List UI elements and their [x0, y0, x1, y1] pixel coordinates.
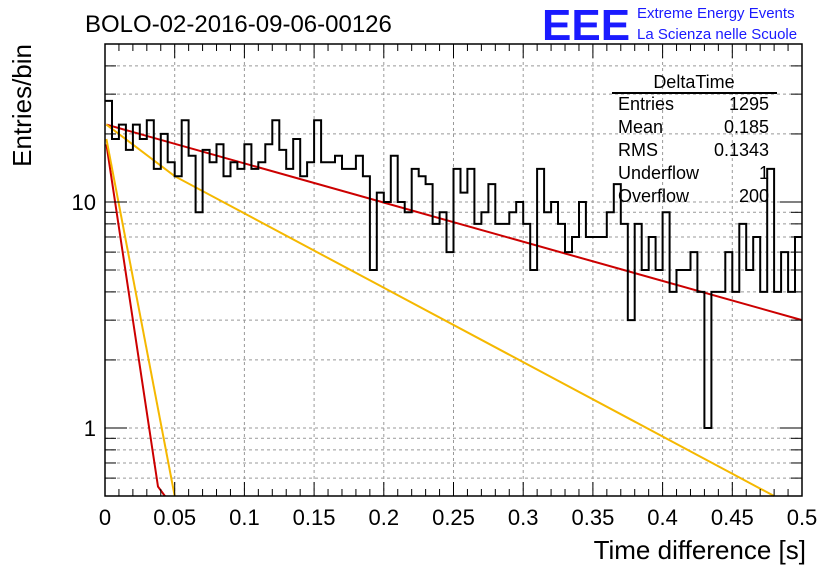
- x-tick-label: 0.1: [229, 505, 260, 530]
- x-tick-label: 0.3: [508, 505, 539, 530]
- stats-row-label: Overflow: [618, 186, 690, 206]
- x-tick-label: 0.5: [787, 505, 818, 530]
- x-tick-label: 0.35: [571, 505, 614, 530]
- x-axis-label: Time difference [s]: [594, 535, 806, 565]
- chart-title: BOLO-02-2016-09-06-00126: [85, 11, 392, 38]
- stats-row-value: 1295: [729, 94, 769, 114]
- x-tick-label: 0: [99, 505, 111, 530]
- logo-line2: La Scienza nelle Scuole: [637, 26, 797, 43]
- x-tick-label: 0.15: [293, 505, 336, 530]
- fit-curve: [105, 138, 176, 497]
- stats-row-value: 200: [739, 186, 769, 206]
- x-tick-label: 0.2: [369, 505, 400, 530]
- stats-row-value: 0.1343: [714, 140, 769, 160]
- stats-title: DeltaTime: [653, 72, 734, 92]
- logo-line1: Extreme Energy Events: [637, 5, 795, 22]
- y-tick-label: 10: [72, 190, 96, 215]
- x-tick-label: 0.45: [711, 505, 754, 530]
- histogram-steps: [105, 99, 802, 429]
- x-tick-label: 0.25: [432, 505, 475, 530]
- logo-mark: EEE: [542, 1, 630, 50]
- y-axis-label: Entries/bin: [7, 44, 37, 167]
- x-tick-label: 0.05: [153, 505, 196, 530]
- stats-rows: Entries 1295 Mean 0.185 RMS 0.1343 Underflow 1 O…: [618, 94, 769, 206]
- stats-row-value: 0.185: [724, 117, 769, 137]
- eee-logo: EEE Extreme Energy Events La Scienza nel…: [542, 1, 797, 50]
- stats-box: DeltaTime Entries 1295 Mean 0.185 RMS 0.1343 U…: [612, 72, 777, 206]
- stats-row-value: 1: [759, 163, 769, 183]
- stats-row-label: RMS: [618, 140, 658, 160]
- stats-row-label: Underflow: [618, 163, 700, 183]
- stats-row-label: Entries: [618, 94, 674, 114]
- stats-row-label: Mean: [618, 117, 663, 137]
- axis-ticks: 0 0.05 0.1 0.15 0.2 0.25 0.3 0.35 0.4 0.45 0.5 1 10: [72, 43, 818, 530]
- y-tick-label: 1: [84, 416, 96, 441]
- x-tick-label: 0.4: [647, 505, 678, 530]
- fit-curve: [105, 144, 166, 497]
